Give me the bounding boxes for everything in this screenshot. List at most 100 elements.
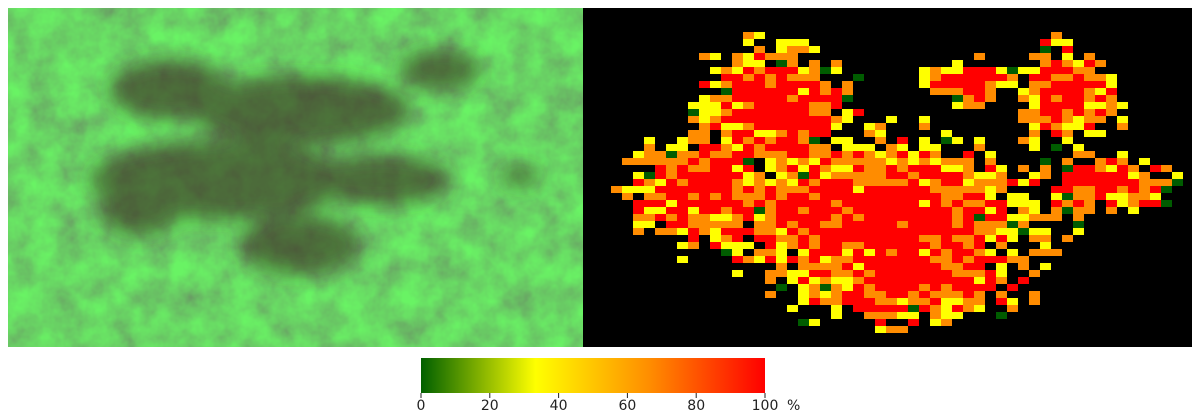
burn-cell (1073, 172, 1084, 179)
burn-cell (776, 46, 787, 53)
burn-cell (1172, 179, 1183, 186)
burn-cell (1062, 81, 1073, 88)
burn-cell (996, 165, 1007, 172)
burn-cell (875, 200, 886, 207)
burn-cell (952, 81, 963, 88)
burn-cell (919, 235, 930, 242)
burn-cell (919, 284, 930, 291)
burn-cell (776, 116, 787, 123)
burn-cell (842, 158, 853, 165)
burn-cell (710, 95, 721, 102)
burn-cell (798, 221, 809, 228)
burn-cell (941, 207, 952, 214)
burn-cell (875, 249, 886, 256)
burn-cell (633, 186, 644, 193)
burn-cell (853, 158, 864, 165)
burn-cell (776, 39, 787, 46)
burn-cell (864, 214, 875, 221)
burn-cell (842, 270, 853, 277)
burn-cell (941, 67, 952, 74)
burn-cell (765, 256, 776, 263)
burn-cell (1018, 256, 1029, 263)
burn-cell (831, 193, 842, 200)
burn-cell (820, 193, 831, 200)
burn-cell (919, 186, 930, 193)
burn-cell (1018, 263, 1029, 270)
burn-cell (897, 165, 908, 172)
burn-cell (919, 207, 930, 214)
burn-cell (1040, 214, 1051, 221)
burn-cell (1106, 179, 1117, 186)
burn-cell (633, 214, 644, 221)
burn-cell (1029, 130, 1040, 137)
burn-cell (677, 193, 688, 200)
burn-cell (919, 277, 930, 284)
burn-cell (1073, 221, 1084, 228)
burn-cell (985, 158, 996, 165)
burn-cell (919, 242, 930, 249)
burn-cell (798, 39, 809, 46)
burn-cell (897, 312, 908, 319)
burn-cell (732, 214, 743, 221)
burn-cell (820, 298, 831, 305)
burn-cell (765, 270, 776, 277)
burn-cell (886, 263, 897, 270)
burn-cell (1073, 144, 1084, 151)
burn-cell (798, 46, 809, 53)
burn-cell (688, 214, 699, 221)
burn-cell (1161, 200, 1172, 207)
burn-cell (908, 249, 919, 256)
burn-cell (831, 235, 842, 242)
burn-cell (1029, 102, 1040, 109)
burn-cell (743, 53, 754, 60)
burn-cell (853, 242, 864, 249)
burn-cell (952, 207, 963, 214)
burn-cell (1018, 109, 1029, 116)
burn-cell (1029, 144, 1040, 151)
burn-cell (1117, 102, 1128, 109)
burn-cell (688, 109, 699, 116)
burn-cell (1040, 116, 1051, 123)
burn-cell (853, 151, 864, 158)
burn-cell (798, 228, 809, 235)
burn-cell (952, 277, 963, 284)
burn-cell (809, 270, 820, 277)
burn-cell (655, 193, 666, 200)
burn-cell (1062, 88, 1073, 95)
burn-cell (985, 256, 996, 263)
burn-cell (952, 95, 963, 102)
burn-cell (985, 95, 996, 102)
burn-cell (798, 193, 809, 200)
burn-cell (897, 207, 908, 214)
burn-cell (1062, 207, 1073, 214)
burn-cell (688, 235, 699, 242)
burn-cell (743, 137, 754, 144)
burn-cell (941, 270, 952, 277)
burn-cell (787, 214, 798, 221)
burn-cell (831, 249, 842, 256)
burn-cell (897, 179, 908, 186)
burn-cell (1029, 116, 1040, 123)
burn-cell (864, 249, 875, 256)
burn-cell (853, 172, 864, 179)
burn-cell (897, 291, 908, 298)
burn-cell (743, 130, 754, 137)
burn-cell (1051, 186, 1062, 193)
burn-cell (820, 144, 831, 151)
burn-cell (1062, 74, 1073, 81)
burn-cell (996, 312, 1007, 319)
burn-cell (1051, 116, 1062, 123)
burn-cell (699, 200, 710, 207)
burn-cell (699, 81, 710, 88)
burn-cell (1007, 305, 1018, 312)
burn-cell (765, 67, 776, 74)
burn-cell (1084, 165, 1095, 172)
burn-cell (820, 207, 831, 214)
burn-cell (853, 305, 864, 312)
burn-cell (809, 67, 820, 74)
burn-cell (897, 326, 908, 333)
burn-cell (809, 179, 820, 186)
burn-cell (1018, 67, 1029, 74)
burn-cell (1040, 263, 1051, 270)
burn-cell (1128, 200, 1139, 207)
